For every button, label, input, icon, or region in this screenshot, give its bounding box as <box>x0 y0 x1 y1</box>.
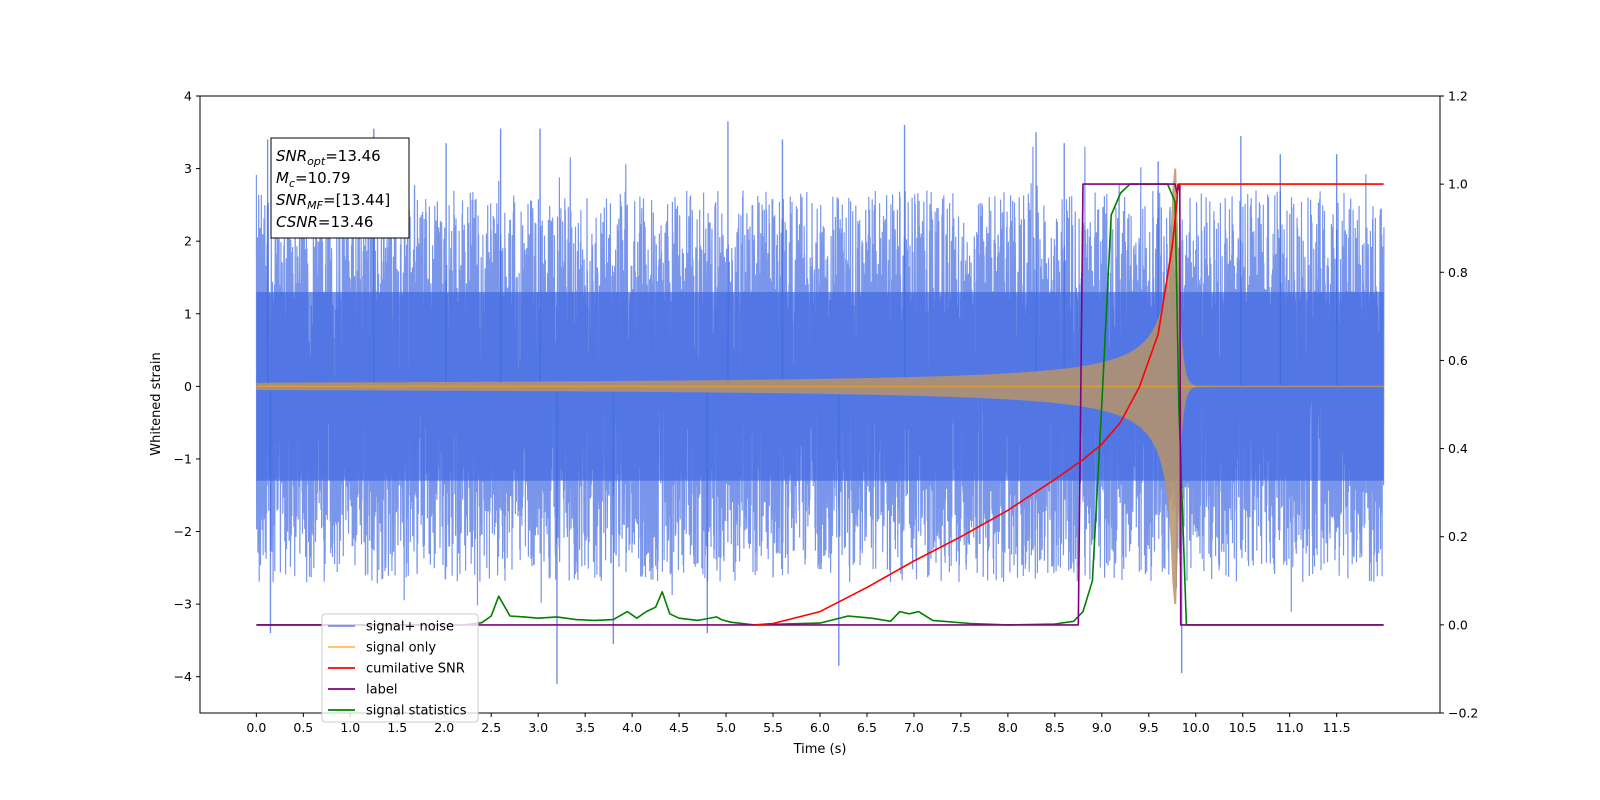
x-tick-label: 9.5 <box>1139 720 1159 735</box>
stat-symbol: SNR <box>276 191 307 209</box>
y-tick-label: 3 <box>184 161 192 176</box>
legend-entry-label: label <box>366 683 397 698</box>
legend: signal+ noise signal only cumilative SNR la… <box>321 613 479 723</box>
stat-value: =13.46 <box>318 213 374 231</box>
x-tick-label: 8.5 <box>1045 720 1065 735</box>
right-axis-series-layer <box>256 183 1384 626</box>
y2-tick-label: 0.6 <box>1448 353 1468 368</box>
stats-line: Mc=10.79 <box>276 169 351 190</box>
x-tick-label: 10.0 <box>1182 720 1210 735</box>
stat-subscript: c <box>289 177 295 190</box>
stat-symbol: SNR <box>276 147 307 165</box>
y-tick-label: 2 <box>184 234 192 249</box>
y2-tick-label: 0.0 <box>1448 617 1468 632</box>
stat-symbol: M <box>276 169 289 187</box>
y2-tick-label: 0.4 <box>1448 441 1468 456</box>
cumilative-snr-line <box>754 183 1384 626</box>
stat-subscript: opt <box>307 155 326 168</box>
x-tick-label: 10.5 <box>1229 720 1257 735</box>
x-tick-label: 11.0 <box>1276 720 1304 735</box>
y-tick-label: −2 <box>174 524 192 539</box>
x-tick-label: 6.5 <box>857 720 877 735</box>
y2-tick-label: −0.2 <box>1448 706 1478 721</box>
x-tick-label: 7.5 <box>951 720 971 735</box>
x-tick-label: 5.0 <box>716 720 736 735</box>
legend-entry-label: signal statistics <box>366 704 467 719</box>
x-tick-label: 11.5 <box>1323 720 1351 735</box>
y-tick-label: −4 <box>174 669 192 684</box>
x-tick-label: 3.0 <box>528 720 548 735</box>
x-tick-label: 1.5 <box>387 720 407 735</box>
x-tick-label: 0.5 <box>293 720 313 735</box>
stats-line: SNRMF=[13.44] <box>276 191 390 212</box>
y-axis-left: 4 3 2 1 0 −1 −2 −3 −4 <box>174 89 200 684</box>
x-axis: 0.0 0.5 1.0 1.5 2.0 2.5 3.0 3.5 4.0 4.5 5.0 5.5 6.0 6… <box>246 713 1351 735</box>
x-tick-label: 5.5 <box>763 720 783 735</box>
x-tick-label: 2.0 <box>434 720 454 735</box>
stat-value: =13.46 <box>325 147 381 165</box>
x-tick-label: 0.0 <box>246 720 266 735</box>
y2-tick-label: 0.2 <box>1448 529 1468 544</box>
legend-entry-label: signal only <box>366 641 436 656</box>
x-tick-label: 8.0 <box>998 720 1018 735</box>
y-tick-label: −1 <box>174 451 192 466</box>
y-tick-label: 4 <box>184 89 192 104</box>
x-tick-label: 2.5 <box>481 720 501 735</box>
x-tick-label: 7.0 <box>904 720 924 735</box>
stat-symbol: CSNR <box>276 213 318 231</box>
y2-tick-label: 0.8 <box>1448 265 1468 280</box>
x-axis-label: Time (s) <box>793 742 847 757</box>
legend-entry-label: cumilative SNR <box>366 662 465 677</box>
y-tick-label: 0 <box>184 379 192 394</box>
stats-line: CSNR=13.46 <box>276 213 373 231</box>
stat-value: =10.79 <box>295 169 351 187</box>
y-tick-label: −3 <box>174 597 192 612</box>
x-tick-label: 4.0 <box>622 720 642 735</box>
stats-annotation-box: SNRopt=13.46Mc=10.79SNRMF=[13.44]CSNR=13… <box>270 137 410 239</box>
stat-subscript: MF <box>307 199 323 212</box>
signal-statistics-line <box>256 183 1384 626</box>
x-tick-label: 3.5 <box>575 720 595 735</box>
x-tick-label: 6.0 <box>810 720 830 735</box>
signal-layer <box>256 168 1384 605</box>
x-tick-label: 4.5 <box>669 720 689 735</box>
label-line <box>256 183 1384 626</box>
y-tick-label: 1 <box>184 306 192 321</box>
y2-tick-label: 1.0 <box>1448 177 1468 192</box>
stat-value: =[13.44] <box>323 191 390 209</box>
x-tick-label: 9.0 <box>1092 720 1112 735</box>
y2-tick-label: 1.2 <box>1448 89 1468 104</box>
y-axis-right: 1.2 1.0 0.8 0.6 0.4 0.2 0.0 −0.2 <box>1440 89 1478 721</box>
y-axis-label: Whitened strain <box>149 352 164 455</box>
stats-line: SNRopt=13.46 <box>276 147 381 168</box>
x-tick-label: 1.0 <box>340 720 360 735</box>
legend-entry-label: signal+ noise <box>366 620 454 635</box>
